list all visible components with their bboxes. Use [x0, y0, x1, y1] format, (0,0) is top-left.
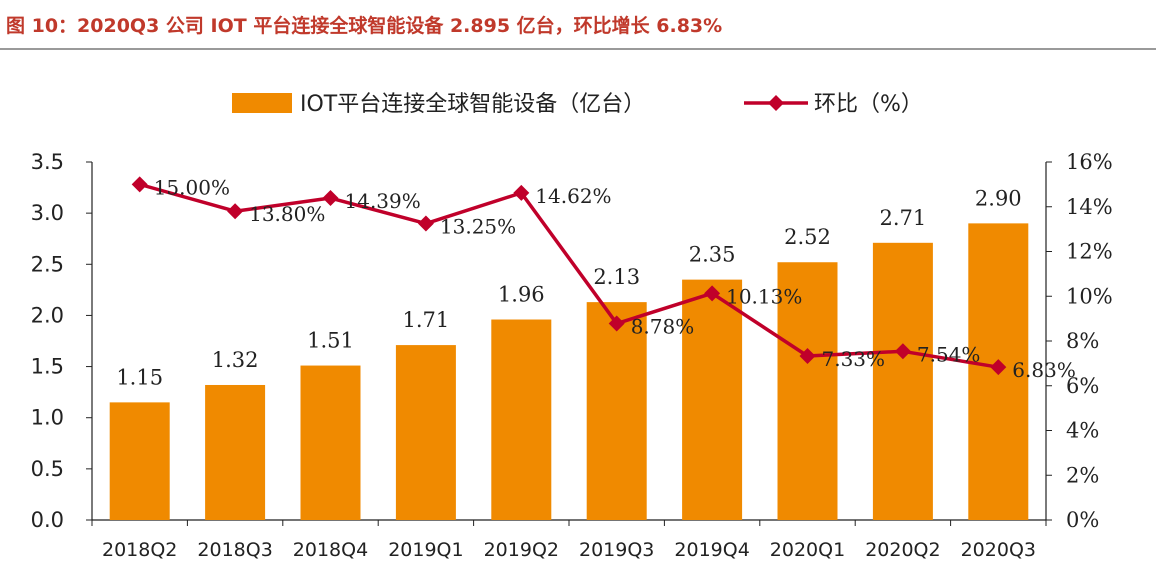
legend-line-marker	[768, 95, 784, 111]
growth-point-marker	[894, 343, 911, 360]
bar-value-label: 2.71	[880, 206, 927, 230]
growth-point-marker	[513, 184, 530, 201]
legend-bar-swatch	[232, 93, 292, 113]
left-axis-tick-label: 2.5	[31, 252, 64, 276]
bar	[777, 262, 838, 520]
growth-point-marker	[417, 215, 434, 232]
right-axis-tick-label: 6%	[1066, 374, 1099, 398]
bar	[109, 402, 170, 520]
x-axis-category-label: 2020Q1	[770, 539, 845, 561]
left-axis-tick-label: 3.5	[31, 150, 64, 174]
growth-value-label: 15.00%	[154, 175, 230, 199]
growth-value-label: 7.54%	[917, 342, 981, 366]
bar-value-label: 1.96	[498, 283, 545, 307]
left-axis-tick-label: 2.0	[31, 303, 64, 327]
title-divider	[0, 48, 1156, 50]
chart-title: 图 10：2020Q3 公司 IOT 平台连接全球智能设备 2.895 亿台，环…	[6, 15, 723, 37]
growth-point-marker	[704, 285, 721, 302]
x-axis-category-label: 2019Q3	[579, 539, 654, 561]
bar-value-label: 1.15	[116, 365, 163, 389]
left-axis-tick-label: 0.0	[31, 508, 64, 532]
legend-line-label: 环比（%）	[814, 92, 923, 117]
x-axis-category-label: 2018Q3	[197, 539, 272, 561]
x-axis-category-label: 2019Q1	[388, 539, 463, 561]
bar	[872, 242, 933, 520]
right-axis-tick-label: 12%	[1066, 240, 1113, 264]
right-axis-tick-label: 2%	[1066, 463, 1099, 487]
bar-value-label: 2.13	[593, 265, 640, 289]
left-axis-tick-label: 1.5	[31, 355, 64, 379]
x-axis-category-label: 2018Q2	[102, 539, 177, 561]
x-axis-category-label: 2018Q4	[293, 539, 368, 561]
growth-point-marker	[990, 359, 1007, 376]
x-axis-category-label: 2020Q2	[865, 539, 940, 561]
bar	[586, 302, 647, 520]
right-axis-tick-label: 14%	[1066, 195, 1113, 219]
bar-value-label: 1.71	[403, 308, 450, 332]
growth-point-marker	[227, 203, 244, 220]
bar-value-label: 2.90	[975, 186, 1022, 210]
bar	[205, 384, 266, 520]
bar	[682, 279, 743, 520]
left-axis-tick-label: 0.5	[31, 457, 64, 481]
bar-value-label: 1.51	[307, 329, 354, 353]
bar	[491, 319, 552, 520]
growth-line	[139, 182, 999, 369]
bar-value-label: 2.35	[689, 243, 736, 267]
bar-value-label: 1.32	[212, 348, 259, 372]
growth-point-marker	[608, 315, 625, 332]
growth-value-label: 10.13%	[726, 284, 802, 308]
right-axis-tick-label: 4%	[1066, 419, 1099, 443]
bar	[300, 365, 361, 520]
x-axis-category-label: 2019Q4	[674, 539, 749, 561]
growth-value-label: 14.39%	[345, 189, 421, 213]
right-axis-tick-label: 0%	[1066, 508, 1099, 532]
right-axis-tick-label: 8%	[1066, 329, 1099, 353]
legend-bar-label: IOT平台连接全球智能设备（亿台）	[300, 92, 645, 117]
growth-value-label: 13.25%	[440, 215, 516, 239]
growth-value-label: 8.78%	[631, 315, 695, 339]
growth-value-label: 6.83%	[1012, 358, 1076, 382]
bar-value-label: 2.52	[784, 225, 831, 249]
growth-value-label: 7.33%	[822, 347, 886, 371]
left-axis-tick-label: 3.0	[31, 201, 64, 225]
growth-point-marker	[322, 190, 339, 207]
growth-value-label: 13.80%	[249, 202, 325, 226]
growth-value-label: 14.62%	[535, 184, 611, 208]
right-axis-tick-label: 16%	[1066, 150, 1113, 174]
growth-point-marker	[131, 176, 148, 193]
growth-point-marker	[799, 347, 816, 364]
x-axis-category-label: 2020Q3	[961, 539, 1036, 561]
x-axis-category-label: 2019Q2	[484, 539, 559, 561]
left-axis-tick-label: 1.0	[31, 406, 64, 430]
right-axis-tick-label: 10%	[1066, 284, 1113, 308]
bar	[395, 345, 456, 520]
